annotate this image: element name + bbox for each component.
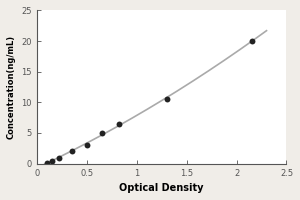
Point	[116, 122, 121, 125]
Y-axis label: Concentration(ng/mL): Concentration(ng/mL)	[7, 35, 16, 139]
Point	[44, 161, 49, 165]
Point	[69, 150, 74, 153]
Point	[164, 98, 169, 101]
Point	[56, 156, 61, 159]
Point	[99, 131, 104, 135]
Point	[84, 144, 89, 147]
Point	[50, 159, 54, 162]
Point	[249, 39, 254, 43]
X-axis label: Optical Density: Optical Density	[119, 183, 204, 193]
